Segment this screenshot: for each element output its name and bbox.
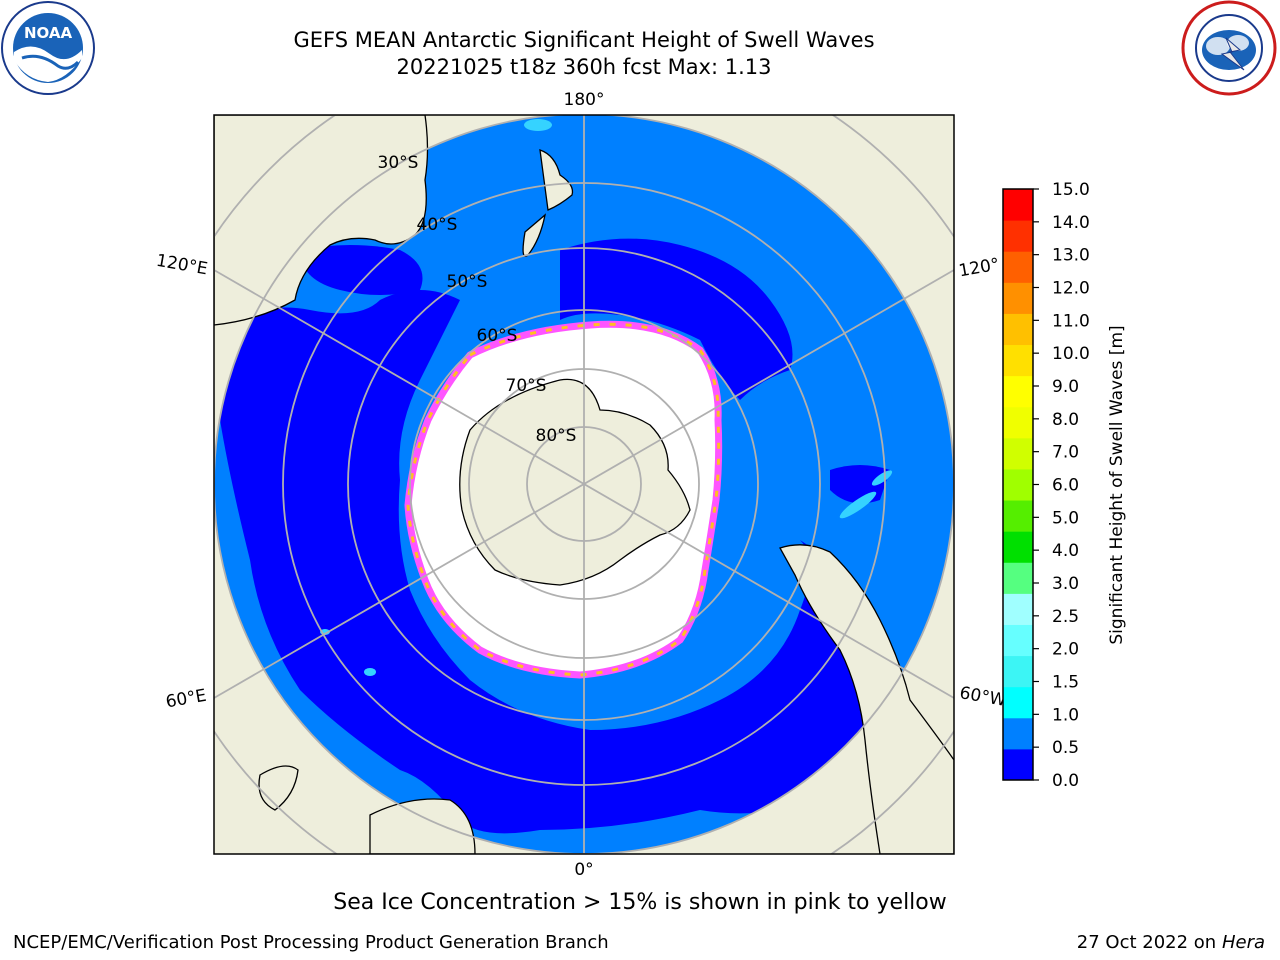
colorbar-tick-label: 3.0 [1052,574,1079,594]
colorbar-tick-label: 12.0 [1052,279,1090,299]
chart-title: GEFS MEAN Antarctic Significant Height o… [293,28,875,52]
colorbar-swatch [1003,562,1033,594]
colorbar-tick-label: 1.0 [1052,705,1079,725]
colorbar-swatch [1003,717,1033,750]
swell-light-streaks [320,119,893,676]
lat-label-40s: 40°S [417,215,458,235]
lon-label-left-lower: 60°E [164,686,208,713]
colorbar-tick-label: 10.0 [1052,344,1090,364]
run-date: 27 Oct 2022 on Hera [1077,932,1265,953]
lon-label-right-lower: 60°W [958,683,1008,711]
lat-label-50s: 50°S [447,272,488,292]
credit-text: NCEP/EMC/Verification Post Processing Pr… [13,932,609,953]
colorbar-tick-label: 9.0 [1052,377,1079,397]
lon-label-top: 180° [564,90,605,110]
colorbar-tick-label: 8.0 [1052,410,1079,430]
chart-subtitle: 20221025 t18z 360h fcst Max: 1.13 [396,55,772,79]
colorbar-tick-label: 15.0 [1052,180,1090,200]
lat-label-70s: 70°S [506,376,547,396]
lon-label-bottom: 0° [574,860,593,880]
colorbar-swatch [1003,500,1033,532]
colorbar-swatch [1003,251,1033,283]
sea-ice-note: Sea Ice Concentration > 15% is shown in … [333,890,947,915]
colorbar-tick-label: 6.0 [1052,476,1079,496]
colorbar-swatch [1003,593,1033,625]
meridian-lines [214,115,954,854]
swell-low-region [214,238,890,834]
machine-name: Hera [1221,932,1265,953]
colorbar-swatch [1003,313,1033,346]
colorbar-label: Significant Height of Swell Waves [m] [1107,325,1127,644]
colorbar-tick-label: 4.0 [1052,541,1079,561]
noaa-logo: NOAA [1,1,95,95]
colorbar-swatch [1003,375,1033,408]
lat-label-60s: 60°S [477,326,518,346]
colorbar-swatch [1003,624,1033,657]
australia-landmass [214,115,429,326]
noaa-logo-text: NOAA [24,24,73,42]
colorbar-tick-label: 0.0 [1052,771,1079,791]
colorbar-swatch [1003,437,1033,470]
colorbar-swatch [1003,344,1033,377]
colorbar-tick-label: 5.0 [1052,508,1079,528]
colorbar-swatch [1003,748,1033,781]
lat-label-80s: 80°S [536,426,577,446]
colorbar-swatch [1003,468,1033,501]
lon-label-left-upper: 120°E [155,251,209,280]
colorbar-tick-label: 2.0 [1052,640,1079,660]
run-date-text: 27 Oct 2022 on [1076,932,1217,953]
colorbar-swatch [1003,406,1033,439]
map-frame [213,114,955,855]
colorbar-tick-label: 1.5 [1052,673,1079,693]
colorbar-swatch [1003,220,1033,252]
new-zealand-north [539,149,574,211]
colorbar-swatch [1003,686,1033,719]
map-panel: 30°S 40°S 50°S 60°S 70°S 80°S [214,115,954,854]
africa-landmass [369,798,476,854]
colorbar-swatch [1003,189,1033,221]
colorbar: 0.0 0.5 1.0 1.5 2.0 2.5 3.0 4.0 5.0 6.0 7.0 8.0 9.0 1… [1002,180,1090,791]
colorbar-tick-label: 0.5 [1052,738,1079,758]
lat-label-30s: 30°S [378,153,419,173]
colorbar-tick-label: 11.0 [1052,311,1090,331]
lon-label-right-upper: 120° [957,255,1001,282]
colorbar-swatch [1003,655,1033,688]
colorbar-tick-label: 2.5 [1052,607,1079,627]
colorbar-tick-label: 14.0 [1052,213,1090,233]
nws-logo [1181,0,1277,96]
colorbar-swatch [1003,531,1033,563]
colorbar-tick-label: 7.0 [1052,443,1079,463]
colorbar-tick-label: 13.0 [1052,246,1090,266]
antarctica-landmass [459,378,691,586]
colorbar-swatch [1003,282,1033,314]
